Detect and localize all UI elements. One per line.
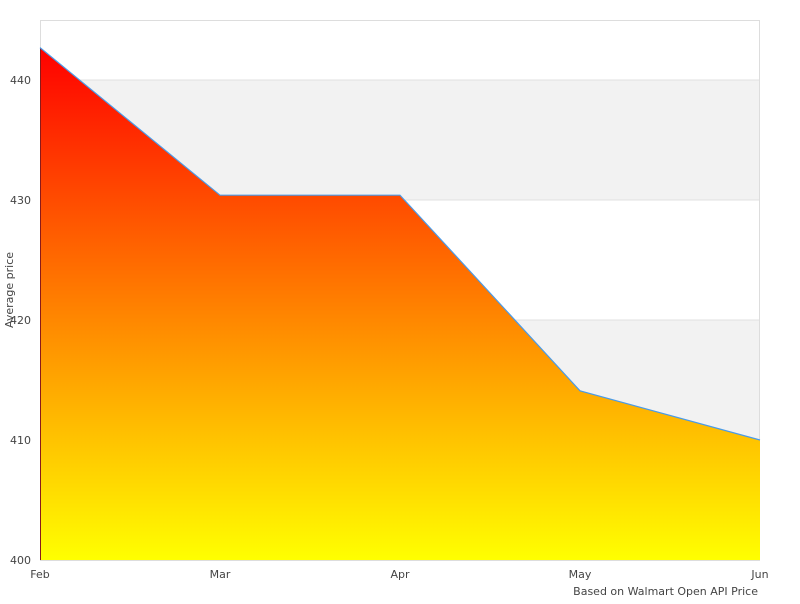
y-tick-label: 430 <box>10 194 31 207</box>
y-tick-label: 410 <box>10 434 31 447</box>
y-axis-label: Average price <box>3 252 16 328</box>
y-tick-label: 400 <box>10 554 31 567</box>
x-tick-label: Feb <box>30 568 49 581</box>
y-tick-label: 440 <box>10 74 31 87</box>
x-tick-label: Mar <box>210 568 231 581</box>
x-tick-label: Apr <box>390 568 410 581</box>
x-axis-ticks: Feb Mar Apr May Jun <box>30 568 768 581</box>
x-axis-label: Based on Walmart Open API Price <box>573 585 758 598</box>
x-tick-label: Jun <box>750 568 768 581</box>
x-tick-label: May <box>569 568 592 581</box>
